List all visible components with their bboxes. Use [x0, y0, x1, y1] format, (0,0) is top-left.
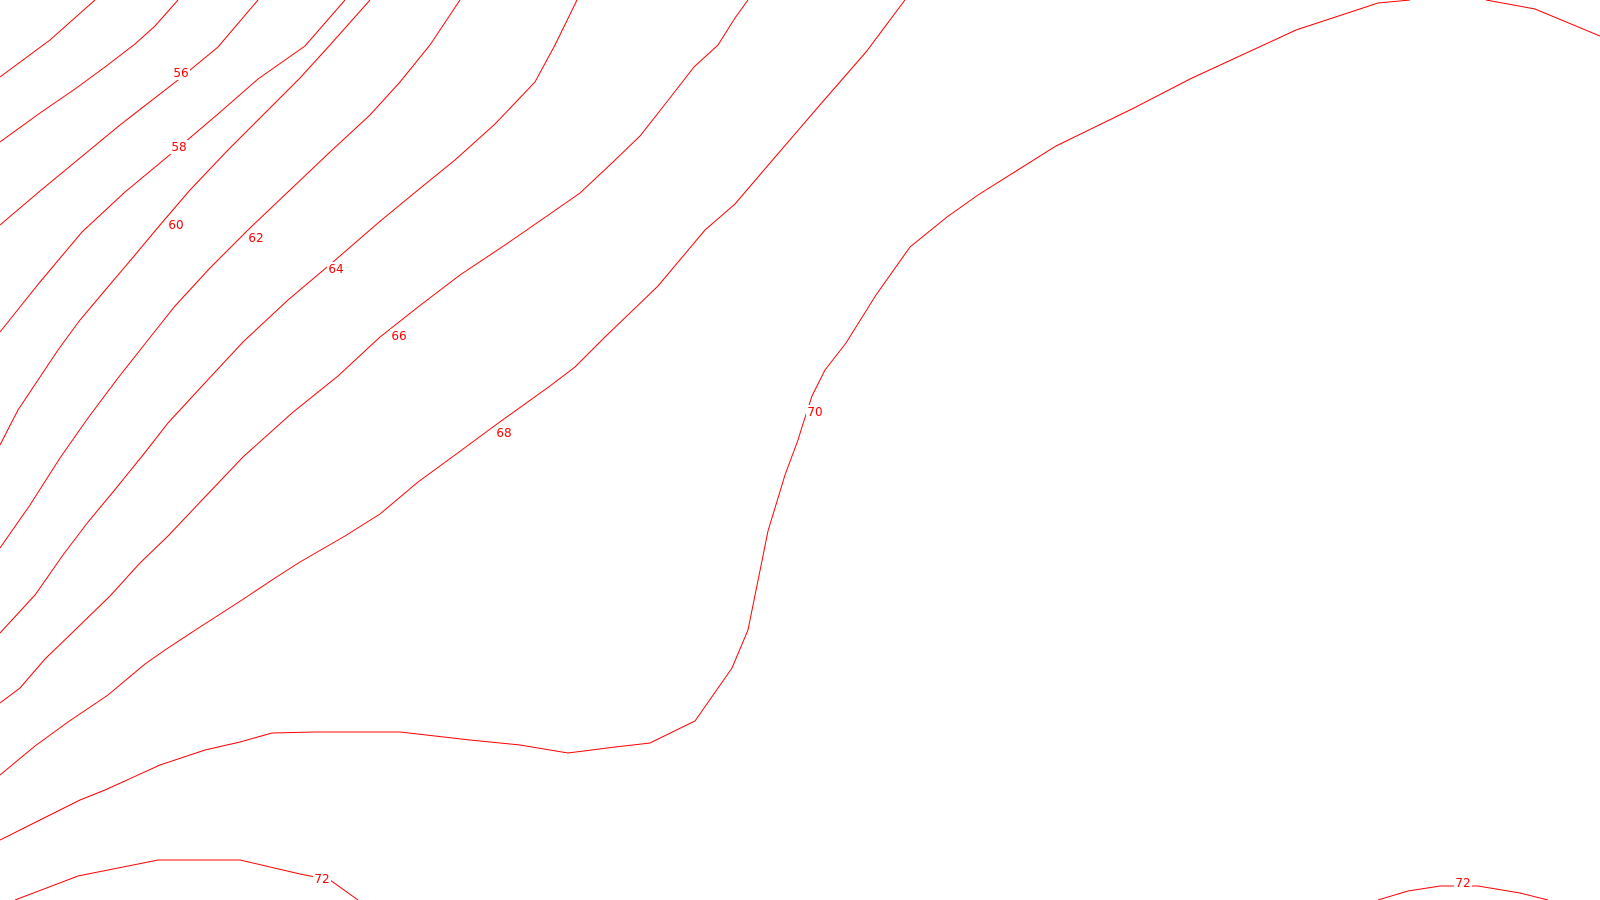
contour-label-66: 66 [390, 329, 408, 343]
contour-label-text: 72 [314, 872, 329, 886]
contour-label-60: 60 [167, 218, 185, 232]
contour-label-58: 58 [170, 140, 188, 154]
contour-line-56 [0, 0, 179, 143]
contour-label-72-left: 72 [313, 872, 331, 886]
contour-label-text: 66 [391, 329, 406, 343]
contour-label-text: 64 [328, 262, 343, 276]
contour-line-58 [0, 0, 259, 226]
contour-label-text: 60 [168, 218, 183, 232]
contour-line [0, 0, 578, 634]
contour-label-64: 64 [327, 262, 345, 276]
contour-label-text: 62 [248, 231, 263, 245]
contour-label-62: 62 [247, 231, 265, 245]
contour-label-70: 70 [806, 405, 824, 419]
contour-line-66 [1485, 0, 1600, 37]
contour-line [0, 0, 371, 446]
contour-label-text: 56 [173, 66, 188, 80]
contour-line-62 [0, 0, 906, 776]
contour-line [0, 0, 461, 549]
contour-label-text: 58 [171, 140, 186, 154]
contour-label-text: 68 [496, 426, 511, 440]
contour-line [0, 0, 96, 78]
contour-label-text: 70 [807, 405, 822, 419]
contour-line [0, 0, 749, 704]
contour-line-64 [0, 0, 1411, 841]
contour-label-56: 56 [172, 66, 190, 80]
contour-label-72-right: 72 [1454, 876, 1472, 890]
contour-label-text: 72 [1455, 876, 1470, 890]
contour-label-68: 68 [495, 426, 513, 440]
